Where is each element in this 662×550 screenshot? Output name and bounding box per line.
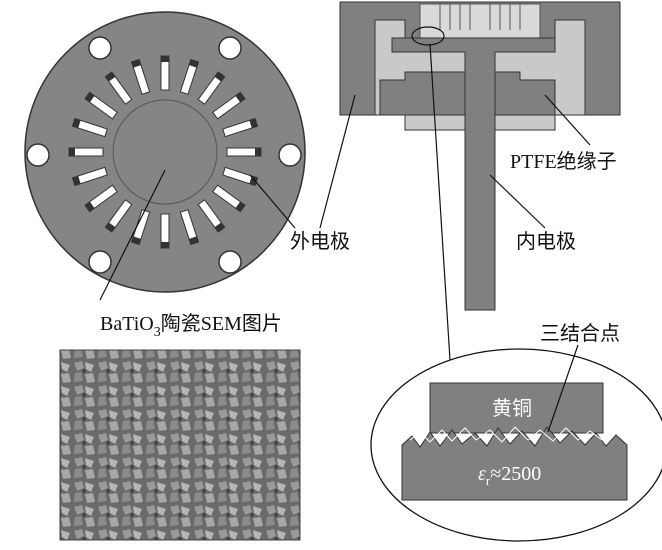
zoom-marker — [411, 26, 445, 46]
leader-triple — [547, 344, 579, 433]
leader-outer — [249, 174, 296, 229]
permittivity-symbol: ε — [478, 463, 486, 485]
outer-electrode-label: 外电极 — [290, 230, 350, 253]
leader-lines — [99, 43, 591, 433]
permittivity-sub: r — [486, 473, 491, 488]
ceramic-disk — [419, 3, 541, 39]
slot-end — [214, 71, 225, 82]
mount-hole — [218, 250, 242, 274]
radial-slot — [226, 147, 262, 157]
inner-electrode — [391, 37, 556, 311]
sem-image — [59, 349, 301, 541]
radial-slot — [104, 199, 133, 233]
sem-label-sub: 3 — [154, 325, 161, 340]
slot-end — [249, 176, 258, 186]
radial-slot — [71, 117, 108, 138]
slot-end — [189, 59, 199, 68]
radial-slot — [212, 184, 246, 213]
radial-slot — [160, 213, 170, 249]
slot-end — [255, 148, 261, 156]
slot-end — [214, 222, 225, 233]
slot-end — [69, 148, 75, 156]
leader-outer-2 — [319, 94, 356, 229]
radial-slot — [84, 184, 118, 213]
zoom-view — [370, 348, 662, 542]
radial-slot — [130, 58, 151, 95]
radial-slot — [179, 209, 200, 246]
leader-inner — [489, 174, 546, 229]
leader-zoom — [429, 43, 451, 361]
permittivity-label: εr≈2500 — [478, 463, 541, 488]
slot-end — [72, 176, 81, 186]
sem-label-main: BaTiO — [100, 313, 154, 335]
mount-hole — [88, 250, 112, 274]
radial-slot — [71, 166, 108, 187]
slot-end — [105, 222, 116, 233]
dielectric-block — [401, 426, 628, 501]
slot-end — [161, 56, 169, 62]
mount-hole — [278, 143, 302, 167]
leader-ptfe — [544, 94, 591, 146]
slot-end — [189, 236, 199, 245]
interface-edge — [409, 426, 603, 443]
radial-slot — [197, 71, 226, 105]
slot-end — [84, 92, 95, 103]
radial-slot — [197, 199, 226, 233]
slot-end — [161, 242, 169, 248]
radial-slot — [179, 58, 200, 95]
sem-label-rest: 陶瓷SEM图片 — [161, 312, 282, 335]
mount-hole — [218, 36, 242, 60]
inner-electrode-label: 内电极 — [516, 230, 576, 253]
center-electrode — [112, 99, 218, 205]
brass-block — [429, 382, 604, 434]
permittivity-rest: ≈2500 — [490, 463, 541, 485]
radial-slot — [68, 147, 104, 157]
ptfe-label: PTFE绝缘子 — [510, 150, 617, 173]
leader-sem — [99, 169, 166, 301]
mount-hole — [88, 36, 112, 60]
radial-slot — [104, 71, 133, 105]
slot-end — [72, 118, 81, 128]
radial-slot — [222, 117, 259, 138]
radial-slot — [212, 91, 246, 120]
brass-label: 黄铜 — [492, 397, 532, 420]
cross-section — [339, 1, 621, 311]
electrode-disk — [24, 11, 306, 293]
mount-hole — [26, 143, 50, 167]
slot-end — [235, 92, 246, 103]
radial-slot — [84, 91, 118, 120]
slot-end — [131, 236, 141, 245]
slot-end — [235, 201, 246, 212]
sem-label: BaTiO3陶瓷SEM图片 — [100, 312, 282, 340]
slot-end — [131, 59, 141, 68]
slot-end — [249, 118, 258, 128]
radial-slot — [160, 55, 170, 91]
slot-end — [84, 201, 95, 212]
slot-end — [105, 71, 116, 82]
triple-point-label: 三结合点 — [540, 322, 620, 345]
ceramic-slots — [439, 4, 521, 30]
